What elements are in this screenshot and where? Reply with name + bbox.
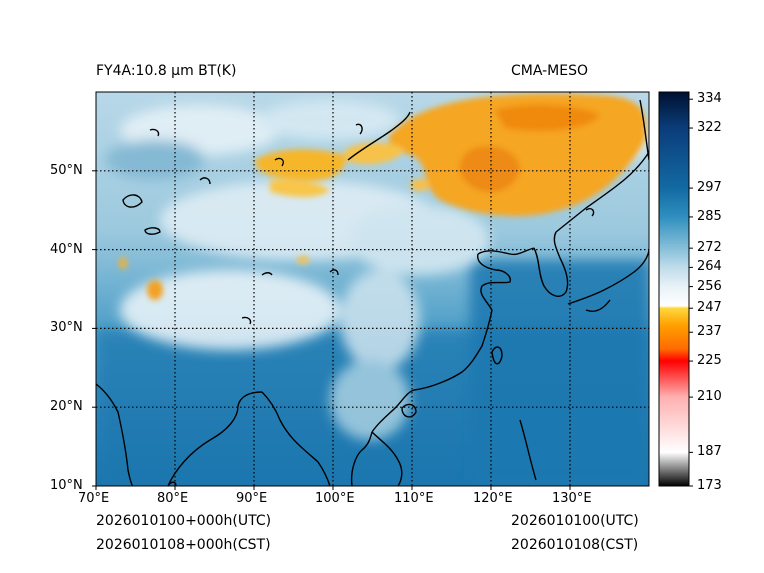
lon-tick-label: 70°E xyxy=(78,491,110,506)
colorbar-tick-label: 237 xyxy=(697,324,722,340)
colorbar-tick-label: 322 xyxy=(697,120,722,136)
colorbar-tick-label: 210 xyxy=(697,389,722,405)
colorbar-frame xyxy=(658,91,690,487)
colorbar-tick-label: 285 xyxy=(697,208,722,224)
lat-tick-label: 10°N xyxy=(50,478,83,493)
init-time-cst: 2026010108(CST) xyxy=(511,537,639,553)
colorbar-tick-label: 187 xyxy=(697,444,722,460)
colorbar-tick-label: 225 xyxy=(697,353,722,369)
lon-tick-label: 130°E xyxy=(552,491,592,506)
lat-tick-label: 30°N xyxy=(50,320,83,336)
lon-tick-label: 120°E xyxy=(473,491,513,506)
colorbar-tick-label: 173 xyxy=(697,478,722,493)
colorbar-gradient xyxy=(659,92,689,486)
lat-tick-label: 20°N xyxy=(50,399,83,415)
colorbar-tick-label: 334 xyxy=(697,91,722,107)
lat-tick-label: 40°N xyxy=(50,241,83,257)
coastlines xyxy=(96,99,649,486)
map-title-left: FY4A:10.8 µm BT(K) xyxy=(96,63,237,79)
lon-tick-label: 80°E xyxy=(157,491,189,506)
init-time-utc: 2026010100(UTC) xyxy=(511,513,639,529)
colorbar-tick-label: 272 xyxy=(697,240,722,256)
valid-time-cst: 2026010108+000h(CST) xyxy=(96,537,271,553)
colorbar-tick-label: 264 xyxy=(697,259,722,275)
lon-tick-label: 100°E xyxy=(315,491,355,506)
colorbar-tick-label: 247 xyxy=(697,300,722,316)
map-frame xyxy=(95,91,650,487)
map-axis-ticks xyxy=(92,170,571,490)
lat-tick-label: 50°N xyxy=(50,162,83,178)
valid-time-utc: 2026010100+000h(UTC) xyxy=(96,513,272,529)
map-title-right: CMA-MESO xyxy=(511,63,589,79)
colorbar-tick-label: 256 xyxy=(697,278,722,294)
graticule xyxy=(96,92,649,486)
lon-tick-label: 110°E xyxy=(394,491,434,506)
colorbar-ticks xyxy=(689,98,693,487)
lon-tick-label: 90°E xyxy=(236,491,268,506)
colorbar-tick-label: 297 xyxy=(697,180,722,196)
brightness-temperature-field xyxy=(96,92,649,486)
